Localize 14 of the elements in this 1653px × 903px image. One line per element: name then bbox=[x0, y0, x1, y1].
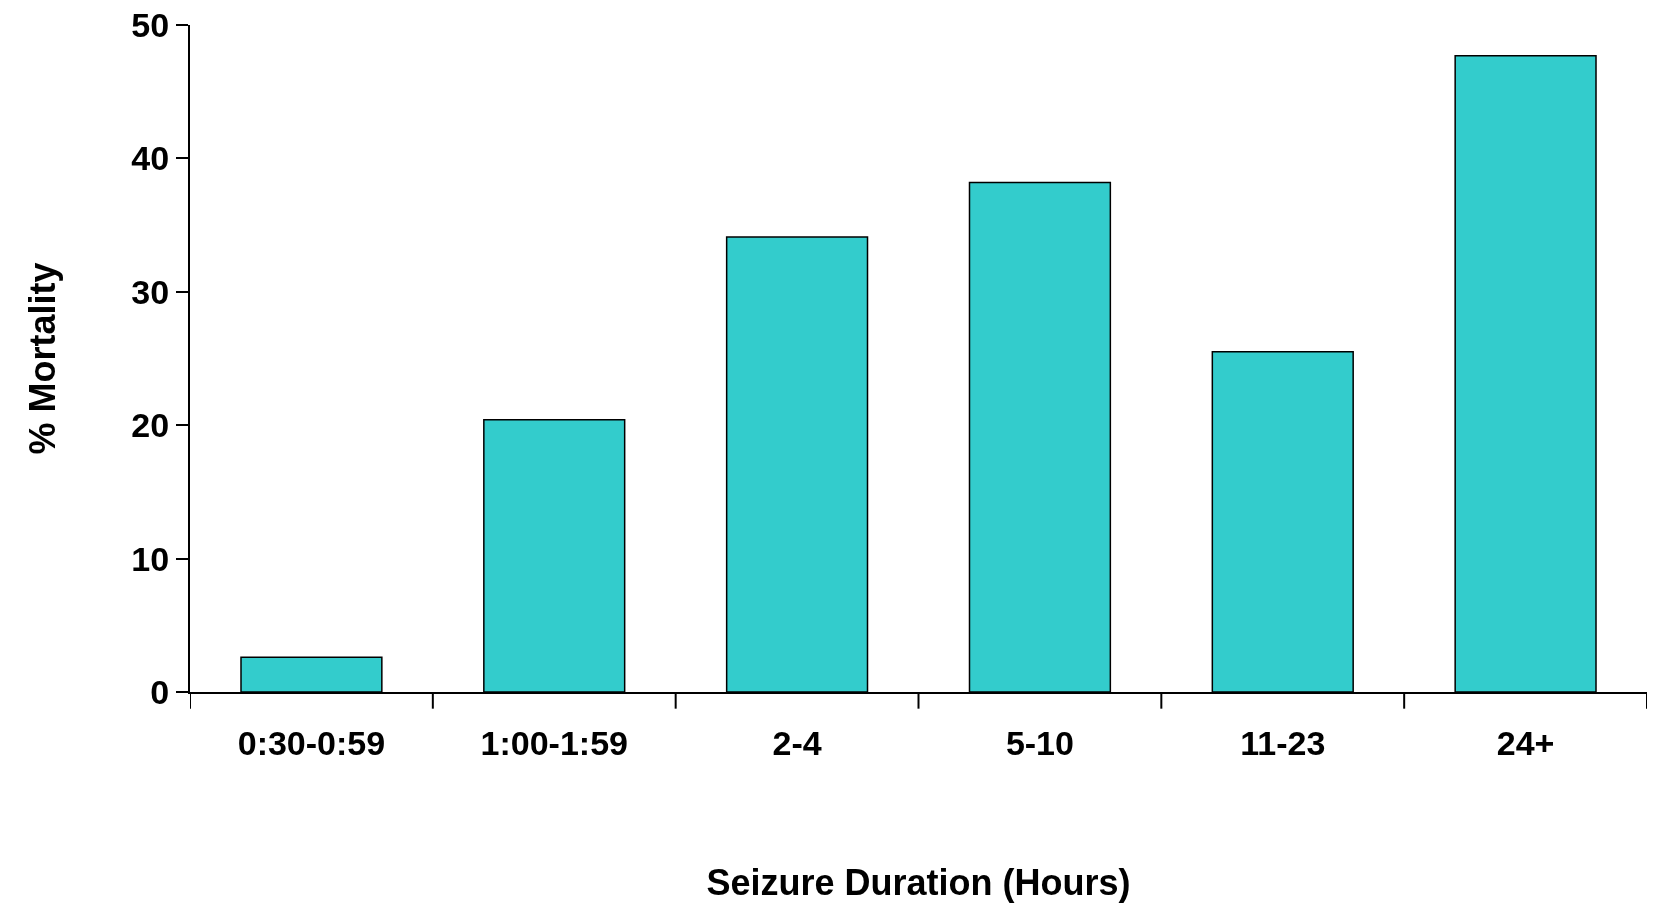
x-tick-label: 11-23 bbox=[1240, 723, 1326, 762]
y-tick-label: 0 bbox=[150, 672, 170, 711]
y-tick-label: 40 bbox=[131, 139, 170, 178]
y-axis-title: % Mortality bbox=[21, 262, 63, 455]
y-tick-label: 30 bbox=[131, 272, 170, 311]
y-tick-label: 10 bbox=[131, 539, 170, 578]
x-axis-title: Seizure Duration (Hours) bbox=[706, 862, 1131, 903]
x-tick-label: 5-10 bbox=[1005, 723, 1074, 762]
y-tick-label: 50 bbox=[131, 5, 170, 44]
x-tick-label: 2-4 bbox=[772, 723, 822, 762]
y-tick-label: 20 bbox=[131, 406, 170, 445]
x-tick-label: 24+ bbox=[1496, 723, 1555, 762]
x-tick-label: 1:00-1:59 bbox=[480, 723, 628, 762]
x-tick-label: 0:30-0:59 bbox=[237, 723, 386, 762]
